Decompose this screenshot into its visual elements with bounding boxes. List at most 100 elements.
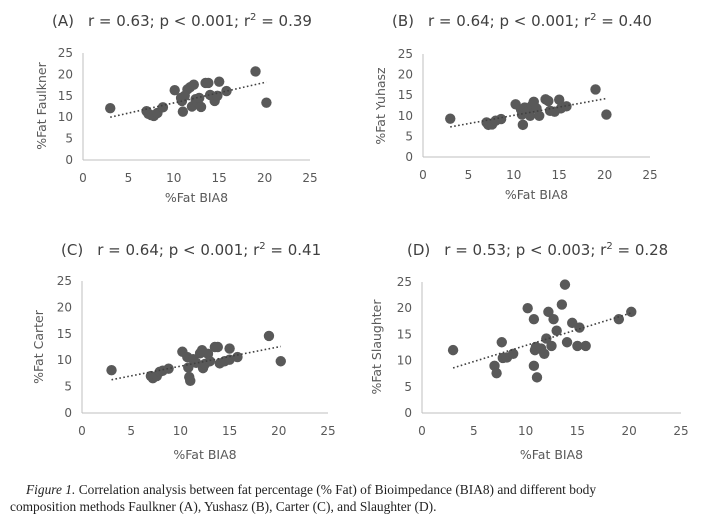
panel-d-r2: = 0.28: [612, 241, 669, 259]
panel-b-letter: (B): [392, 12, 414, 30]
panel-b-x-tick-label: 10: [506, 168, 521, 182]
panel-c-data-point: [275, 356, 286, 367]
panel-b-data-point: [554, 94, 565, 105]
panel-b-y-tick-label: 15: [398, 88, 413, 102]
figure-canvas: 0 5 10 15 20 25 0 5 10 15 20 25 %Fat BIA8 %Fat Faulkn…: [31, 46, 689, 462]
panel-b-data-point: [601, 109, 612, 120]
panel-b-x-tick-label: 15: [552, 168, 567, 182]
panel-c-data-point: [224, 354, 235, 365]
panel-d-y-tick-label: 0: [404, 406, 412, 420]
panel-a-x-tick-label: 15: [212, 171, 227, 185]
panel-c-y-tick-label: 25: [57, 274, 72, 288]
panel-b-data-point: [524, 110, 536, 122]
panel-b-data-point: [517, 119, 529, 131]
panel-c-x-tick-label: 15: [222, 424, 237, 438]
panel-c-r: r = 0.64: [97, 241, 159, 259]
panel-d-data-point: [528, 314, 540, 325]
panel-d-x-tick-label: 20: [622, 424, 637, 438]
panel-d-data-point: [543, 306, 554, 318]
panel-a-data-point: [177, 106, 189, 117]
panel-d-title: (D) r = 0.53; p < 0.003; r2 = 0.28: [407, 241, 669, 259]
panel-a-x-tick-label: 0: [79, 171, 87, 185]
panel-d-data-point: [541, 333, 552, 344]
panel-d-r2-prefix: r: [600, 241, 607, 259]
panel-c-data-point: [232, 351, 243, 363]
panel-d-trendline: [452, 312, 632, 369]
panel-a-x-tick-label: 25: [302, 171, 317, 185]
panel-a-x-tick-label: 5: [125, 171, 133, 185]
panel-c-title: (C) r = 0.64; p < 0.001; r2 = 0.41: [61, 241, 322, 259]
panel-a-y-tick-label: 0: [65, 153, 73, 167]
panel-c-x-axis-label: %Fat BIA8: [173, 447, 236, 462]
panel-d-x-tick-label: 10: [518, 424, 533, 438]
panel-a-x-tick-label: 20: [257, 171, 272, 185]
panel-a-x-axis-label: %Fat BIA8: [165, 190, 228, 205]
panel-b-y-tick-label: 10: [398, 109, 413, 123]
panel-d-y-tick-label: 20: [397, 301, 412, 315]
panel-c-data-point: [183, 362, 194, 373]
panel-d-y-tick-label: 15: [397, 327, 412, 341]
panel-c-data-point: [212, 341, 223, 353]
panel-b-data-point: [561, 101, 572, 112]
panel-a-data-point: [105, 103, 116, 114]
panel-a-trendline: [110, 81, 267, 118]
panel-d-data-point: [559, 279, 571, 290]
panel-a-data-point: [188, 79, 199, 90]
panel-a-letter: (A): [52, 12, 74, 30]
panel-a-data-point: [261, 97, 272, 108]
panel-d-data-point: [507, 348, 519, 359]
panel-b-data-point: [495, 113, 507, 125]
panel-d-y-tick-label: 5: [404, 380, 412, 394]
panel-d-y-tick-label: 10: [397, 354, 412, 368]
panel-b-r2: = 0.40: [596, 12, 652, 30]
panel-a-title: (A) r = 0.63; p < 0.001; r2 = 0.39: [52, 12, 312, 30]
panel-a-y-tick-label: 25: [58, 46, 73, 60]
panel-d-r: r = 0.53: [444, 241, 506, 259]
panel-d-p: p < 0.003: [515, 241, 591, 259]
panel-d-y-axis-label: %Fat Slaughter: [369, 299, 384, 395]
figure-label: Figure 1.: [26, 482, 76, 497]
panel-a-y-tick-label: 10: [58, 110, 73, 124]
panel-c-y-tick-label: 5: [64, 380, 72, 394]
caption-line-1: Correlation analysis between fat percent…: [75, 482, 597, 497]
panel-b-data-point: [534, 110, 545, 122]
panel-b-x-tick-label: 0: [419, 168, 427, 182]
panel-c-data-point: [263, 330, 275, 342]
panel-d-data-point: [528, 360, 540, 372]
panel-a-y-tick-label: 20: [58, 67, 73, 81]
panel-a-y-tick-label: 5: [65, 132, 73, 146]
panel-b-data-point: [590, 84, 601, 95]
panel-b-p: p < 0.001: [499, 12, 575, 30]
panel-c-data-point: [185, 375, 196, 386]
panel-b-x-axis-label: %Fat BIA8: [505, 187, 568, 202]
panel-b-r2-prefix: r: [583, 12, 591, 30]
panel-c-y-tick-label: 10: [57, 353, 72, 367]
panel-c-data-point: [163, 363, 174, 374]
panel-c-data-point: [204, 356, 216, 367]
panel-a-x-tick-label: 10: [166, 171, 181, 185]
panel-d-x-tick-label: 25: [673, 424, 688, 438]
panel-c-y-axis-label: %Fat Carter: [31, 309, 46, 384]
panel-b-trendline: [450, 97, 607, 128]
panel-d-data-point: [546, 340, 557, 352]
panel-d-data-point: [572, 340, 583, 352]
panel-b-y-tick-label: 20: [398, 68, 413, 82]
panel-a-data-point: [203, 77, 214, 89]
panel-b-data-point: [543, 95, 554, 107]
panel-c-y-tick-label: 20: [57, 300, 72, 314]
panel-c-p: p < 0.001: [168, 241, 244, 259]
panel-c-y-tick-label: 0: [64, 406, 72, 420]
panel-b-r: r = 0.64: [428, 12, 490, 30]
panel-a-y-tick-label: 15: [58, 89, 73, 103]
panel-d-data-point: [561, 337, 573, 348]
panel-d-data-point: [548, 314, 559, 325]
panel-b-title: (B) r = 0.64; p < 0.001; r2 = 0.40: [392, 12, 652, 30]
panel-b-x-tick-label: 5: [465, 168, 473, 182]
panel-a-y-axis-label: %Fat Faulkner: [34, 61, 49, 149]
panel-d-data-point: [491, 367, 502, 379]
panel-a-r2-prefix: r: [243, 12, 251, 30]
panel-d-x-axis-label: %Fat BIA8: [520, 447, 583, 462]
figure-caption: Figure 1. Correlation analysis between f…: [26, 480, 686, 499]
panel-c-x-tick-label: 0: [78, 424, 86, 438]
panel-c-x-tick-label: 20: [271, 424, 286, 438]
